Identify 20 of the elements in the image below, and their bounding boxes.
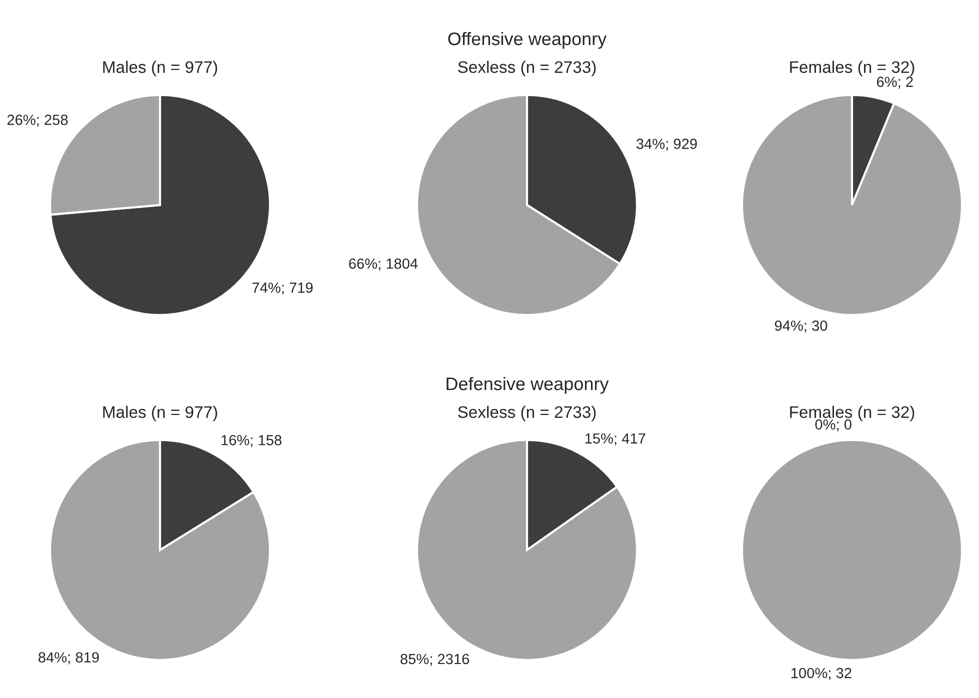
data-label: 94%; 30 xyxy=(774,320,828,333)
chart-title: Females (n = 32) xyxy=(790,60,914,76)
text: Defensive weaponry xyxy=(446,376,609,394)
text: 0%; 0 xyxy=(815,419,852,432)
data-label: 34%; 929 xyxy=(636,138,697,151)
data-label: 74%; 719 xyxy=(252,282,313,295)
data-label: 16%; 158 xyxy=(222,434,282,448)
data-label: 66%; 1804 xyxy=(349,258,418,271)
chart-title: Males (n = 977) xyxy=(103,60,218,76)
data-label: 15%; 417 xyxy=(585,433,646,446)
data-label: 84%; 819 xyxy=(38,652,99,664)
data-label: 85%; 2316 xyxy=(400,654,470,666)
data-label: 26%; 258 xyxy=(7,114,68,127)
text: Offensive weaponry xyxy=(448,32,607,49)
data-label: 6%; 2 xyxy=(876,76,913,89)
chart-title: Males (n = 977) xyxy=(103,406,218,422)
chart-title: Sexless (n = 2733) xyxy=(458,406,596,422)
data-label: 100%; 32 xyxy=(791,668,852,680)
chart-title: Sexless (n = 2733) xyxy=(458,60,596,76)
pie-slice xyxy=(740,94,964,316)
